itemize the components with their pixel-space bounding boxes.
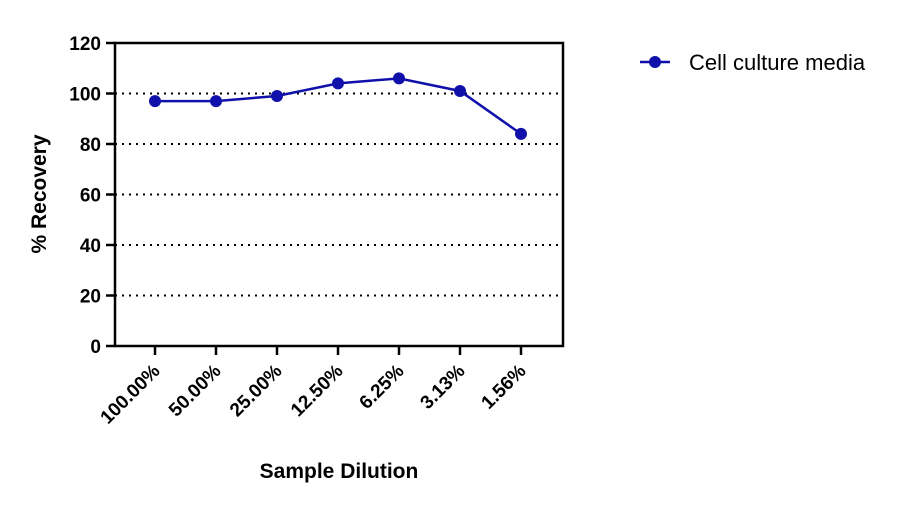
y-tick-label: 80 bbox=[80, 135, 101, 156]
x-axis: 100.00% 50.00% 25.00% 12.50% 6.25% 3.13% 1.56% bbox=[97, 346, 531, 429]
gridlines bbox=[115, 92, 563, 297]
data-point bbox=[515, 127, 527, 140]
y-axis-title: % Recovery bbox=[28, 134, 51, 253]
data-point bbox=[332, 77, 344, 90]
y-tick-label: 100 bbox=[69, 85, 101, 106]
y-tick-label: 40 bbox=[80, 236, 101, 257]
legend: Cell culture media bbox=[640, 50, 866, 75]
legend-marker bbox=[649, 56, 661, 68]
x-tick-label: 6.25% bbox=[356, 361, 409, 414]
data-point bbox=[149, 95, 161, 108]
y-tick-label: 20 bbox=[80, 287, 101, 308]
y-axis: 0 20 40 60 80 100 120 bbox=[69, 34, 115, 358]
x-tick-label: 12.50% bbox=[287, 361, 347, 421]
data-point bbox=[393, 72, 405, 85]
data-point bbox=[271, 90, 283, 103]
y-tick-label: 120 bbox=[69, 34, 101, 55]
y-tick-label: 60 bbox=[80, 186, 101, 207]
x-tick-label: 50.00% bbox=[165, 361, 225, 421]
y-tick-label: 0 bbox=[90, 337, 101, 358]
x-tick-label: 3.13% bbox=[417, 361, 470, 414]
series-layer bbox=[149, 72, 527, 140]
x-axis-title: Sample Dilution bbox=[260, 460, 419, 483]
data-point bbox=[210, 95, 222, 108]
x-tick-label: 100.00% bbox=[97, 361, 165, 429]
x-tick-label: 25.00% bbox=[226, 361, 286, 421]
data-point bbox=[454, 84, 466, 97]
legend-label: Cell culture media bbox=[689, 50, 866, 75]
x-tick-label: 1.56% bbox=[478, 361, 531, 414]
